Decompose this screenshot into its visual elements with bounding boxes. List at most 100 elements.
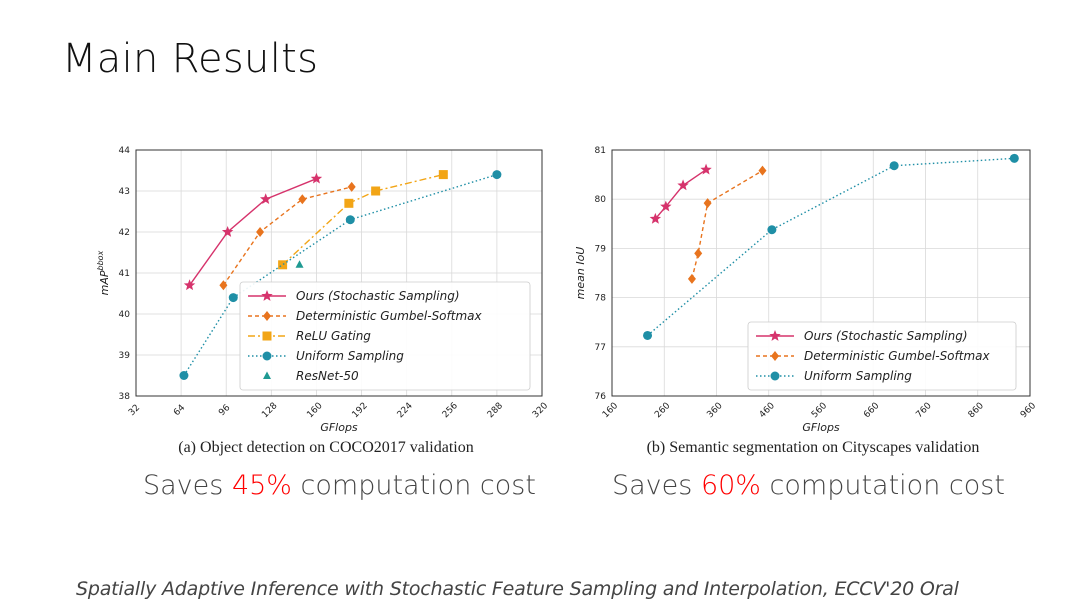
seg-point-uniform-3 — [1009, 153, 1019, 163]
det-yaxis-label: mAPbbox — [96, 250, 111, 295]
seg-xtick-label-8: 960 — [1019, 401, 1038, 420]
paper-citation: Spatially Adaptive Inference with Stocha… — [76, 578, 959, 600]
seg-point-ours-2 — [677, 179, 689, 191]
det-ytick-label-0: 38 — [119, 392, 131, 402]
seg-legend-label-uniform: Uniform Sampling — [804, 369, 912, 383]
det-ytick-label-6: 44 — [119, 146, 131, 156]
seg-xtick-label-2: 360 — [705, 401, 724, 420]
det-ytick-label-2: 40 — [119, 310, 131, 320]
det-xtick-label-5: 192 — [351, 401, 370, 420]
det-caption: (a) Object detection on COCO2017 validat… — [178, 439, 473, 456]
det-ytick-label-3: 41 — [119, 269, 130, 279]
det-xtick-label-2: 96 — [217, 403, 232, 418]
det-point-uniform-2 — [345, 215, 355, 225]
det-xtick-label-7: 256 — [441, 401, 460, 420]
seg-legend-marker-uniform — [770, 371, 780, 381]
seg-point-uniform-0 — [643, 330, 653, 340]
seg-legend-label-ours: Ours (Stochastic Sampling) — [804, 329, 968, 343]
det-axes-frame — [135, 149, 543, 397]
savings-right-prefix: Saves — [612, 470, 701, 501]
det-series-relu — [278, 170, 448, 270]
seg-yaxis-label: mean IoU — [574, 247, 587, 300]
det-series-line-relu — [282, 173, 444, 266]
seg-series-line-ours — [654, 169, 707, 220]
seg-point-uniform-1 — [767, 225, 777, 235]
savings-right-percent: 60% — [700, 470, 761, 501]
det-xtick-label-4: 160 — [305, 401, 324, 420]
det-series-ours — [183, 172, 323, 291]
det-point-relu-2 — [371, 186, 381, 196]
det-legend-label-uniform: Uniform Sampling — [296, 349, 404, 363]
savings-left: Saves 45% computation cost — [143, 470, 536, 501]
savings-right-suffix: computation cost — [760, 470, 1005, 501]
savings-left-suffix: computation cost — [291, 470, 536, 501]
det-legend-marker-ours — [261, 290, 273, 301]
detection-chart-svg: 32 64 96 128 160 192 224 256 288 320 38 39 40 41 42 43 4… — [96, 146, 550, 456]
det-xaxis-label: GFlops — [320, 421, 358, 434]
seg-xtick-label-5: 660 — [862, 401, 881, 420]
det-series-line-gumbel — [222, 186, 352, 286]
det-point-relu-3 — [438, 170, 448, 180]
det-legend-label-gumbel: Deterministic Gumbel-Softmax — [296, 309, 483, 323]
det-ytick-label-4: 42 — [119, 228, 130, 238]
det-legend-box — [239, 281, 531, 391]
det-point-uniform-1 — [228, 293, 238, 303]
seg-ytick-label-3: 79 — [595, 244, 607, 254]
det-point-gumbel-3 — [347, 181, 356, 192]
savings-right: Saves 60% computation cost — [612, 470, 1005, 501]
det-xtick-label-6: 224 — [396, 401, 415, 420]
det-legend: Ours (Stochastic Sampling) Deterministic … — [239, 281, 531, 391]
det-point-gumbel-2 — [298, 194, 307, 205]
det-xtick-label-1: 64 — [172, 403, 187, 418]
seg-caption: (b) Semantic segmentation on Cityscapes … — [647, 439, 980, 456]
det-legend-marker-resnet — [263, 371, 271, 379]
seg-xtick-label-3: 460 — [758, 401, 777, 420]
det-legend-marker-uniform — [262, 351, 272, 361]
det-legend-marker-gumbel — [263, 311, 271, 321]
det-point-relu-1 — [344, 198, 354, 208]
seg-ytick-label-2: 78 — [595, 294, 607, 304]
seg-series-ours — [649, 163, 712, 224]
det-point-relu-0 — [278, 260, 288, 270]
seg-point-gumbel-0 — [687, 273, 696, 284]
det-point-uniform-3 — [492, 170, 502, 180]
seg-xtick-label-7: 860 — [967, 401, 986, 420]
seg-series-line-gumbel — [691, 170, 763, 280]
det-point-uniform-0 — [179, 371, 189, 380]
seg-point-ours-0 — [649, 212, 662, 224]
seg-series-uniform — [643, 153, 1019, 340]
seg-xtick-label-4: 560 — [810, 401, 829, 420]
segmentation-chart: 160 260 360 460 560 660 760 860 960 76 77 78 79 80 81 G… — [568, 140, 1038, 460]
det-point-ours-3 — [310, 172, 323, 184]
seg-point-ours-1 — [660, 200, 672, 212]
det-legend-marker-relu — [262, 331, 272, 341]
det-yaxis-label-superscript: bbox — [96, 250, 105, 270]
det-series-line-uniform — [183, 173, 498, 376]
det-series-uniform — [179, 170, 502, 380]
det-legend-label-resnet: ResNet-50 — [296, 369, 359, 383]
seg-ytick-label-0: 76 — [595, 392, 607, 402]
det-ytick-label-1: 39 — [119, 351, 131, 361]
seg-point-gumbel-3 — [758, 165, 767, 176]
det-point-resnet-0 — [295, 260, 304, 268]
seg-legend-marker-gumbel — [771, 351, 779, 361]
seg-xtick-label-6: 760 — [914, 401, 933, 420]
seg-series-gumbel — [687, 165, 767, 284]
savings-left-prefix: Saves — [143, 470, 232, 501]
seg-axes-frame — [611, 149, 1031, 397]
det-point-ours-0 — [183, 279, 196, 291]
det-point-ours-2 — [259, 193, 272, 205]
det-point-ours-1 — [221, 226, 234, 237]
seg-xtick-label-0: 160 — [601, 401, 620, 420]
seg-legend-box — [747, 321, 1017, 391]
det-xtick-label-9: 320 — [531, 401, 550, 420]
seg-point-ours-3 — [700, 163, 712, 175]
det-legend-label-relu: ReLU Gating — [296, 329, 371, 343]
det-point-gumbel-1 — [256, 227, 265, 237]
segmentation-chart-svg: 160 260 360 460 560 660 760 860 960 76 77 78 79 80 81 G… — [574, 146, 1038, 456]
det-series-gumbel — [219, 181, 356, 291]
seg-ytick-label-4: 80 — [595, 195, 607, 205]
seg-ytick-label-1: 77 — [595, 343, 606, 353]
seg-legend-label-gumbel: Deterministic Gumbel-Softmax — [804, 349, 991, 363]
seg-legend-marker-ours — [769, 330, 781, 341]
